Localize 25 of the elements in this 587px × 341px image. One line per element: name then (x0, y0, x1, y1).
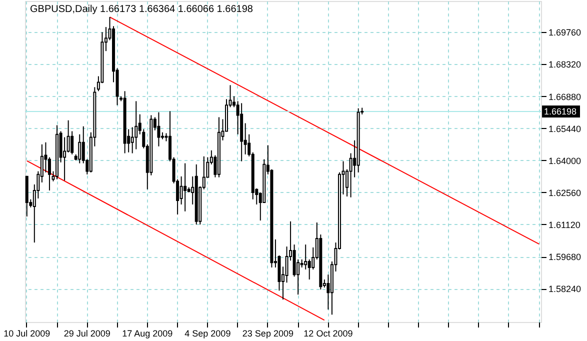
chart-title: GBPUSD,Daily 1.66173 1.66364 1.66066 1.66198 (30, 4, 254, 15)
x-tick-label: 4 Sep 2009 (184, 328, 231, 338)
y-tick-label: 1.59680 (548, 252, 582, 262)
y-tick-label: 1.69760 (548, 28, 582, 38)
y-tick-label: 1.58240 (548, 284, 582, 294)
y-tick-label: 1.61120 (548, 220, 580, 230)
candlestick (78, 134, 82, 164)
x-tick-label: 23 Sep 2009 (242, 328, 294, 338)
candlestick (134, 100, 138, 150)
candlestick (308, 258, 311, 280)
y-tick-label: 1.64000 (548, 156, 582, 166)
candlestick (184, 162, 187, 212)
x-tick-label: 12 Oct 2009 (304, 328, 353, 338)
x-tick-label: 29 Jul 2009 (64, 328, 110, 338)
x-tick-label: 10 Jul 2009 (4, 328, 50, 338)
candlestick (48, 156, 51, 191)
y-tick-label: 1.65440 (548, 124, 582, 134)
y-tick-label: 1.62560 (548, 188, 582, 198)
candlestick (157, 112, 160, 147)
candlestick (304, 244, 308, 270)
ref-line-label: 1.66198 (544, 106, 577, 116)
y-tick-label: 1.68320 (548, 60, 582, 70)
y-tick-label: 1.66880 (548, 92, 582, 102)
x-tick-label: 17 Aug 2009 (122, 328, 173, 338)
candlestick (63, 136, 66, 181)
